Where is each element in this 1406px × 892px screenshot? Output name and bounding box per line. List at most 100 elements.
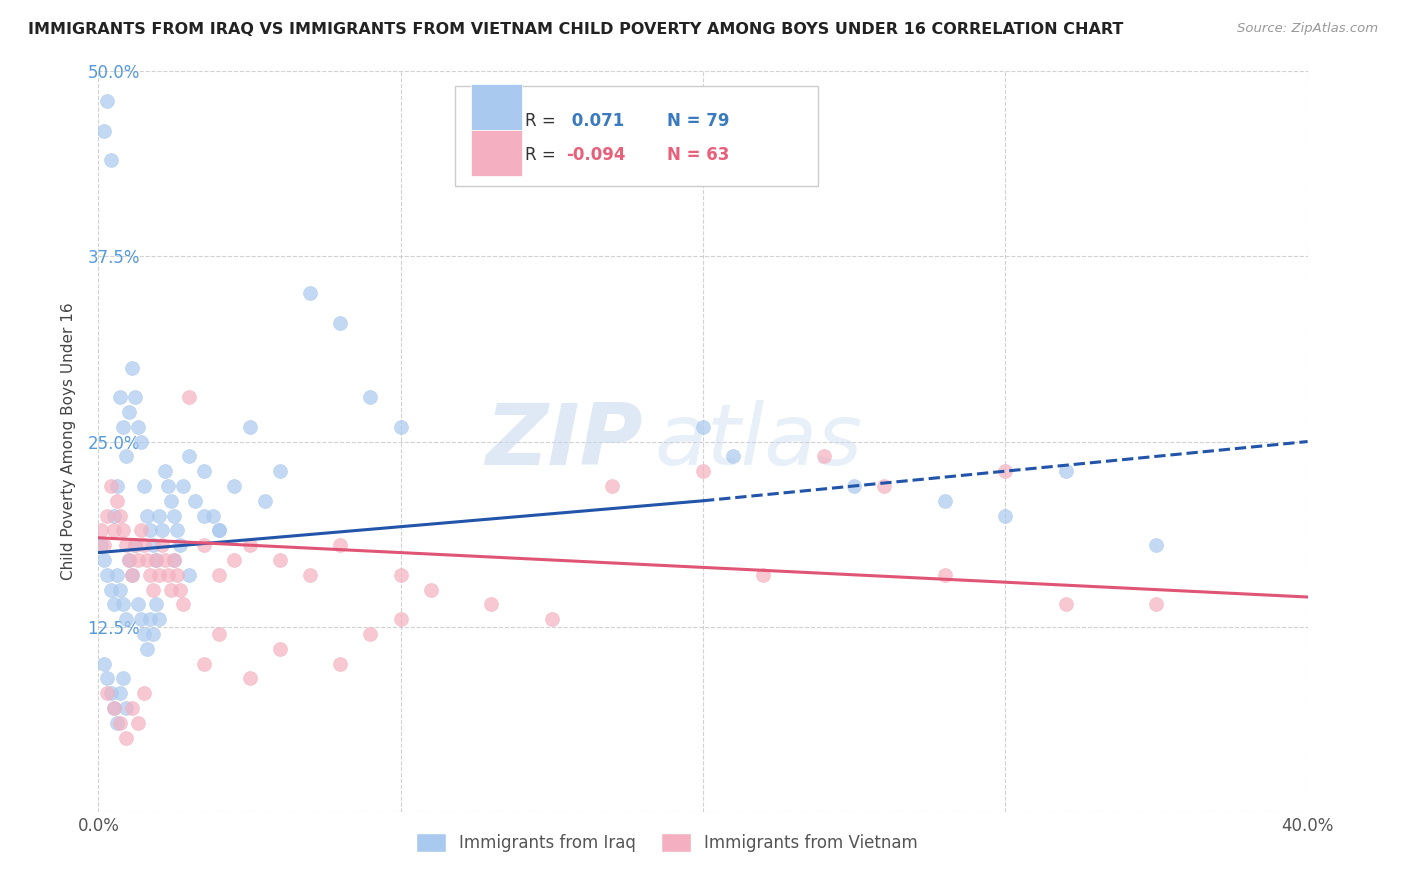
Point [114,701,136,715]
Point [481,598,503,612]
Point [103,701,125,715]
Point [193,508,215,523]
Point [239,672,262,686]
Point [114,450,136,464]
Text: atlas: atlas [655,400,863,483]
Text: ZIP: ZIP [485,400,643,483]
Point [93,657,115,671]
Point [135,508,157,523]
Point [100,582,122,597]
Point [118,553,141,567]
Point [127,598,149,612]
Point [142,627,165,641]
Point [108,582,131,597]
Point [114,731,136,745]
Point [108,508,131,523]
Point [224,553,246,567]
Point [121,701,143,715]
Point [145,553,167,567]
Point [166,524,188,538]
Point [202,508,225,523]
Point [269,553,291,567]
Point [105,567,128,582]
Point [142,538,165,552]
Point [118,405,141,419]
Point [100,686,122,700]
Point [121,567,143,582]
Legend: Immigrants from Iraq, Immigrants from Vietnam: Immigrants from Iraq, Immigrants from Vi… [409,826,925,859]
Text: R =: R = [526,146,555,164]
Point [150,524,173,538]
Point [540,612,562,626]
Point [96,686,118,700]
Point [142,582,165,597]
Point [111,672,134,686]
Point [934,493,956,508]
Point [299,567,322,582]
Point [239,419,262,434]
Point [934,567,956,582]
Point [114,612,136,626]
Point [389,419,412,434]
Point [145,553,167,567]
Point [111,598,134,612]
Point [153,553,176,567]
Point [329,657,352,671]
Text: IMMIGRANTS FROM IRAQ VS IMMIGRANTS FROM VIETNAM CHILD POVERTY AMONG BOYS UNDER 1: IMMIGRANTS FROM IRAQ VS IMMIGRANTS FROM … [28,22,1123,37]
Point [108,715,131,730]
Point [153,464,176,478]
Point [163,508,186,523]
FancyBboxPatch shape [471,129,522,176]
Text: N = 79: N = 79 [666,112,730,130]
Point [124,538,146,552]
Point [124,390,146,404]
Point [602,479,624,493]
Point [692,464,714,478]
Point [103,508,125,523]
Point [105,715,128,730]
Point [96,508,118,523]
Point [269,464,291,478]
Point [118,553,141,567]
Point [160,493,183,508]
Point [103,701,125,715]
Point [135,641,157,656]
Text: 0.071: 0.071 [567,112,624,130]
Point [124,538,146,552]
Point [90,524,112,538]
Point [163,553,186,567]
Point [208,567,231,582]
Point [208,627,231,641]
Point [121,567,143,582]
FancyBboxPatch shape [456,87,818,186]
Point [389,567,412,582]
Point [100,153,122,168]
Point [239,538,262,552]
Point [1144,538,1167,552]
Point [93,553,115,567]
Point [692,419,714,434]
Point [813,450,835,464]
Point [111,419,134,434]
Point [148,612,170,626]
Point [299,286,322,301]
Point [108,686,131,700]
Text: Source: ZipAtlas.com: Source: ZipAtlas.com [1237,22,1378,36]
Y-axis label: Child Poverty Among Boys Under 16: Child Poverty Among Boys Under 16 [62,302,76,581]
Point [994,508,1017,523]
Point [184,493,207,508]
Point [127,553,149,567]
Point [1054,598,1077,612]
Point [96,672,118,686]
Point [169,538,191,552]
Point [179,567,201,582]
Point [145,598,167,612]
Point [179,390,201,404]
Point [179,450,201,464]
Point [129,524,152,538]
Point [100,479,122,493]
Point [1054,464,1077,478]
Point [150,538,173,552]
Point [93,538,115,552]
Point [166,567,188,582]
